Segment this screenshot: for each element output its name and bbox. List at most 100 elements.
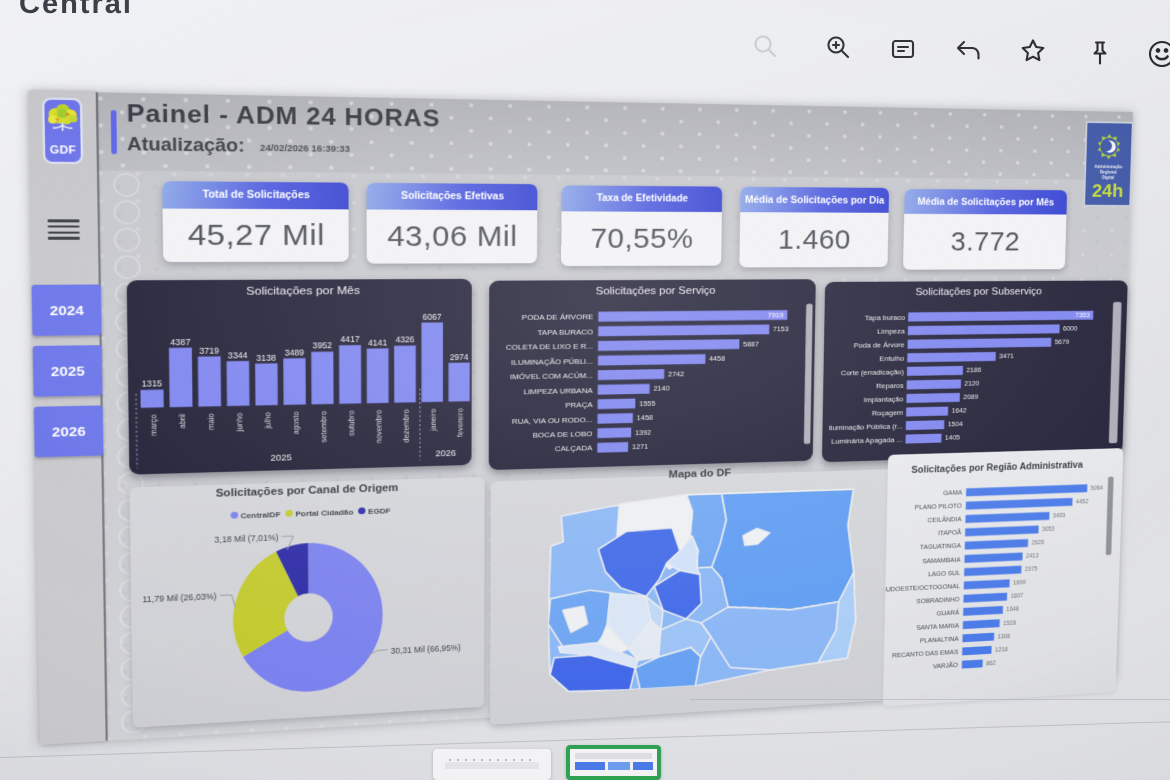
svg-text:SUDOESTE/OCTOGONAL: SUDOESTE/OCTOGONAL (883, 582, 961, 593)
svg-text:TAPA BURACO: TAPA BURACO (537, 328, 593, 337)
svg-text:Solicitações por Região Admini: Solicitações por Região Administrativa (911, 461, 1083, 476)
svg-text:4452: 4452 (1076, 499, 1089, 506)
svg-text:1807: 1807 (1010, 593, 1023, 600)
svg-text:1528: 1528 (1003, 620, 1016, 627)
svg-text:4387: 4387 (171, 337, 191, 346)
svg-text:7153: 7153 (773, 326, 789, 334)
svg-text:1642: 1642 (951, 407, 966, 415)
svg-text:2186: 2186 (966, 367, 981, 375)
svg-text:5887: 5887 (743, 341, 759, 349)
svg-text:Reparos: Reparos (876, 381, 904, 390)
svg-text:30,31 Mil (66,95%): 30,31 Mil (66,95%) (391, 643, 461, 655)
svg-text:ITAPOÃ: ITAPOÃ (938, 529, 962, 537)
svg-text:1218: 1218 (995, 646, 1008, 653)
svg-text:1308: 1308 (997, 633, 1010, 640)
svg-text:4141: 4141 (368, 338, 387, 347)
svg-text:CEILÂNDIA: CEILÂNDIA (927, 516, 962, 525)
svg-text:junho: junho (235, 412, 245, 432)
svg-text:3493: 3493 (1053, 513, 1066, 520)
svg-text:4326: 4326 (396, 335, 415, 344)
svg-text:LIMPEZA URBANA: LIMPEZA URBANA (523, 386, 592, 396)
svg-text:RECANTO DAS EMAS: RECANTO DAS EMAS (892, 648, 958, 659)
svg-text:2375: 2375 (1025, 566, 1038, 573)
svg-text:GAMA: GAMA (943, 489, 963, 497)
svg-text:RUA, VIA OU RODO...: RUA, VIA OU RODO... (512, 415, 593, 425)
svg-text:dezembro: dezembro (401, 409, 410, 443)
svg-text:7353: 7353 (1075, 312, 1090, 319)
svg-text:2026: 2026 (436, 449, 457, 459)
svg-text:3138: 3138 (257, 353, 277, 362)
svg-text:1504: 1504 (948, 421, 963, 429)
svg-text:2974: 2974 (450, 352, 469, 361)
svg-text:1555: 1555 (639, 400, 656, 408)
svg-text:BOCA DE LOBO: BOCA DE LOBO (533, 430, 593, 440)
svg-text:11,79 Mil (26,03%): 11,79 Mil (26,03%) (143, 592, 217, 604)
svg-text:Regional: Regional (1100, 170, 1117, 175)
svg-text:Digital: Digital (1102, 176, 1115, 181)
svg-text:IMÓVEL COM ACÚM...: IMÓVEL COM ACÚM... (510, 372, 593, 382)
svg-text:novembro: novembro (374, 409, 384, 443)
svg-text:1458: 1458 (637, 414, 654, 422)
svg-text:2089: 2089 (963, 394, 978, 402)
svg-text:CALÇADA: CALÇADA (555, 444, 593, 454)
svg-text:4417: 4417 (341, 335, 360, 344)
svg-text:3489: 3489 (285, 348, 305, 357)
svg-text:Limpeza: Limpeza (877, 327, 905, 336)
svg-text:Roçagem: Roçagem (872, 408, 903, 417)
svg-text:GUARÁ: GUARÁ (936, 609, 959, 617)
svg-text:PODA DE ÁRVORE: PODA DE ÁRVORE (522, 313, 594, 322)
svg-text:Entulho: Entulho (879, 354, 904, 363)
svg-text:janeiro: janeiro (429, 408, 438, 432)
svg-text:3,18 Mil (7,01%): 3,18 Mil (7,01%) (215, 533, 279, 544)
svg-text:Iluminação Pública (r...: Iluminação Pública (r... (829, 422, 903, 432)
svg-text:PRAÇA: PRAÇA (565, 401, 592, 410)
svg-text:maio: maio (206, 413, 216, 430)
svg-text:1405: 1405 (945, 434, 960, 442)
svg-text:Luminária Apagada ...: Luminária Apagada ... (831, 435, 902, 445)
svg-text:agosto: agosto (291, 411, 301, 434)
svg-text:SOBRADINHO: SOBRADINHO (916, 596, 959, 605)
svg-text:2742: 2742 (668, 370, 685, 378)
svg-text:1392: 1392 (635, 429, 652, 437)
svg-text:3952: 3952 (313, 341, 332, 350)
svg-text:Tapa buraco: Tapa buraco (865, 313, 906, 322)
svg-text:3471: 3471 (999, 353, 1014, 361)
svg-text:3053: 3053 (1042, 526, 1055, 533)
svg-text:2120: 2120 (964, 380, 979, 388)
svg-text:outubro: outubro (347, 410, 357, 436)
svg-text:3344: 3344 (228, 350, 248, 359)
svg-text:setembro: setembro (319, 410, 329, 442)
svg-text:Administração: Administração (1094, 165, 1122, 170)
svg-text:5064: 5064 (1091, 485, 1104, 492)
svg-text:1315: 1315 (142, 379, 162, 388)
svg-text:fevereiro: fevereiro (456, 408, 465, 437)
svg-text:3719: 3719 (199, 346, 219, 355)
svg-text:LAGO SUL: LAGO SUL (928, 569, 961, 578)
svg-text:março: março (148, 414, 158, 436)
svg-text:2140: 2140 (653, 385, 670, 393)
svg-text:4458: 4458 (709, 355, 725, 363)
svg-text:COLETA DE LIXO E R...: COLETA DE LIXO E R... (506, 342, 593, 352)
svg-text:PLANALTINA: PLANALTINA (920, 635, 959, 644)
svg-text:2413: 2413 (1026, 553, 1039, 560)
svg-text:1271: 1271 (632, 443, 649, 451)
svg-text:Implantação: Implantação (863, 395, 903, 404)
svg-text:2626: 2626 (1031, 540, 1044, 547)
svg-text:6000: 6000 (1063, 325, 1078, 332)
svg-text:24h: 24h (1092, 180, 1124, 201)
svg-text:SANTA MARIA: SANTA MARIA (916, 622, 959, 631)
svg-text:julho: julho (263, 412, 273, 429)
svg-text:7919: 7919 (767, 312, 783, 320)
svg-text:1648: 1648 (1006, 606, 1019, 613)
svg-text:1899: 1899 (1013, 580, 1026, 587)
svg-text:SAMAMBAIA: SAMAMBAIA (922, 556, 961, 565)
svg-text:862: 862 (986, 660, 996, 667)
svg-text:5679: 5679 (1054, 339, 1069, 346)
svg-text:6067: 6067 (423, 312, 442, 321)
svg-text:Corte (erradicação): Corte (erradicação) (841, 368, 904, 377)
svg-text:ILUMINAÇÃO PÚBLI...: ILUMINAÇÃO PÚBLI... (511, 357, 593, 367)
svg-text:2025: 2025 (271, 453, 293, 463)
svg-text:abril: abril (177, 413, 187, 428)
svg-text:Poda de Árvore: Poda de Árvore (853, 340, 904, 349)
svg-text:TAGUATINGA: TAGUATINGA (920, 543, 961, 552)
